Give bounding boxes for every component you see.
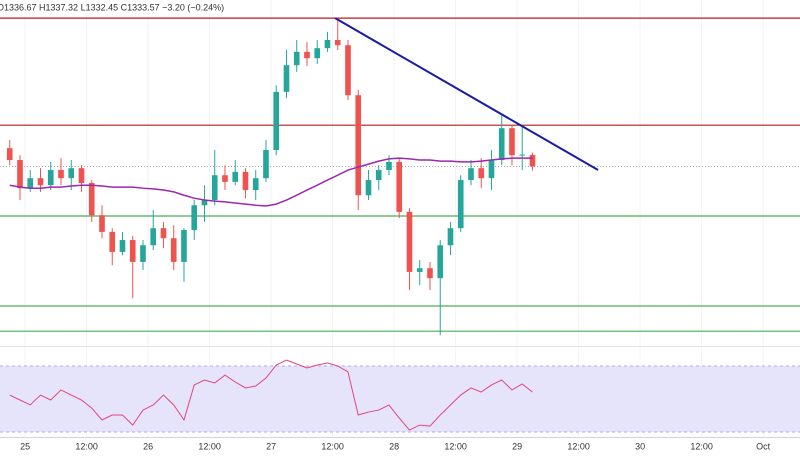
candle-body — [27, 178, 34, 189]
candle-body — [201, 200, 208, 206]
candle-body — [478, 168, 485, 179]
candle-body — [427, 268, 433, 279]
candle-body — [324, 40, 331, 49]
candle-body — [222, 175, 228, 182]
candle-body — [386, 161, 392, 171]
candle-body — [109, 231, 116, 252]
candle-body — [252, 178, 259, 191]
x-tick-label: 12:00 — [567, 441, 590, 451]
candle-body — [170, 238, 177, 262]
candle-body — [58, 170, 64, 179]
candle-body — [334, 40, 341, 46]
candle-body — [78, 168, 85, 184]
x-tick-label: 12:00 — [444, 441, 467, 451]
candle-body — [488, 160, 495, 179]
x-tick-label: 29 — [512, 441, 522, 451]
candle-body — [181, 230, 187, 262]
candle-body — [211, 175, 218, 201]
rsi-band — [0, 365, 800, 433]
candle-body — [447, 228, 454, 246]
candle-body — [519, 154, 526, 156]
x-tick-label: 12:00 — [198, 441, 221, 451]
candle-body — [457, 180, 464, 229]
candle-body — [273, 91, 280, 151]
candle-body — [6, 148, 13, 161]
candle-body — [406, 211, 413, 272]
x-tick-label: 12:00 — [690, 441, 713, 451]
candle-body — [509, 128, 515, 156]
x-tick-label: Oct — [756, 441, 771, 451]
candle-body — [150, 228, 157, 246]
rsi-line — [9, 359, 533, 431]
candle-body — [68, 168, 75, 179]
candle-body — [529, 154, 536, 167]
trend-line — [334, 17, 599, 171]
candle-body — [232, 171, 239, 182]
candle-body — [437, 245, 444, 279]
candle-body — [345, 45, 351, 96]
candle-body — [468, 168, 474, 181]
candle-body — [396, 161, 403, 212]
x-tick-label: 27 — [266, 441, 276, 451]
candle-body — [17, 160, 23, 189]
candle-body — [191, 205, 198, 231]
candle-body — [129, 240, 136, 262]
x-tick-label: 30 — [635, 441, 645, 451]
candle-body — [416, 268, 423, 272]
candle-body — [314, 48, 321, 59]
candle-body — [375, 170, 382, 181]
candle-body — [88, 183, 95, 216]
candle-body — [355, 95, 362, 196]
candle-body — [498, 128, 505, 161]
candle-body — [304, 51, 310, 59]
candle-body — [293, 51, 300, 66]
x-tick-label: 12:00 — [75, 441, 98, 451]
candle-body — [99, 215, 105, 232]
chart-title: O1336.67 H1337.32 L1332.45 C1333.57 −3.2… — [0, 2, 224, 12]
x-tick-label: 25 — [20, 441, 30, 451]
candle-body — [160, 228, 167, 239]
candle-body — [283, 65, 290, 92]
candle-body — [242, 171, 249, 191]
x-tick-label: 28 — [389, 441, 399, 451]
candle-body — [263, 150, 269, 179]
x-tick-label: 12:00 — [321, 441, 344, 451]
candle-body — [47, 170, 54, 186]
candle-body — [140, 245, 146, 262]
moving-average — [9, 157, 533, 207]
candle-body — [37, 178, 44, 186]
candle-body — [365, 180, 372, 196]
candle-body — [119, 240, 126, 252]
x-tick-label: 26 — [143, 441, 153, 451]
